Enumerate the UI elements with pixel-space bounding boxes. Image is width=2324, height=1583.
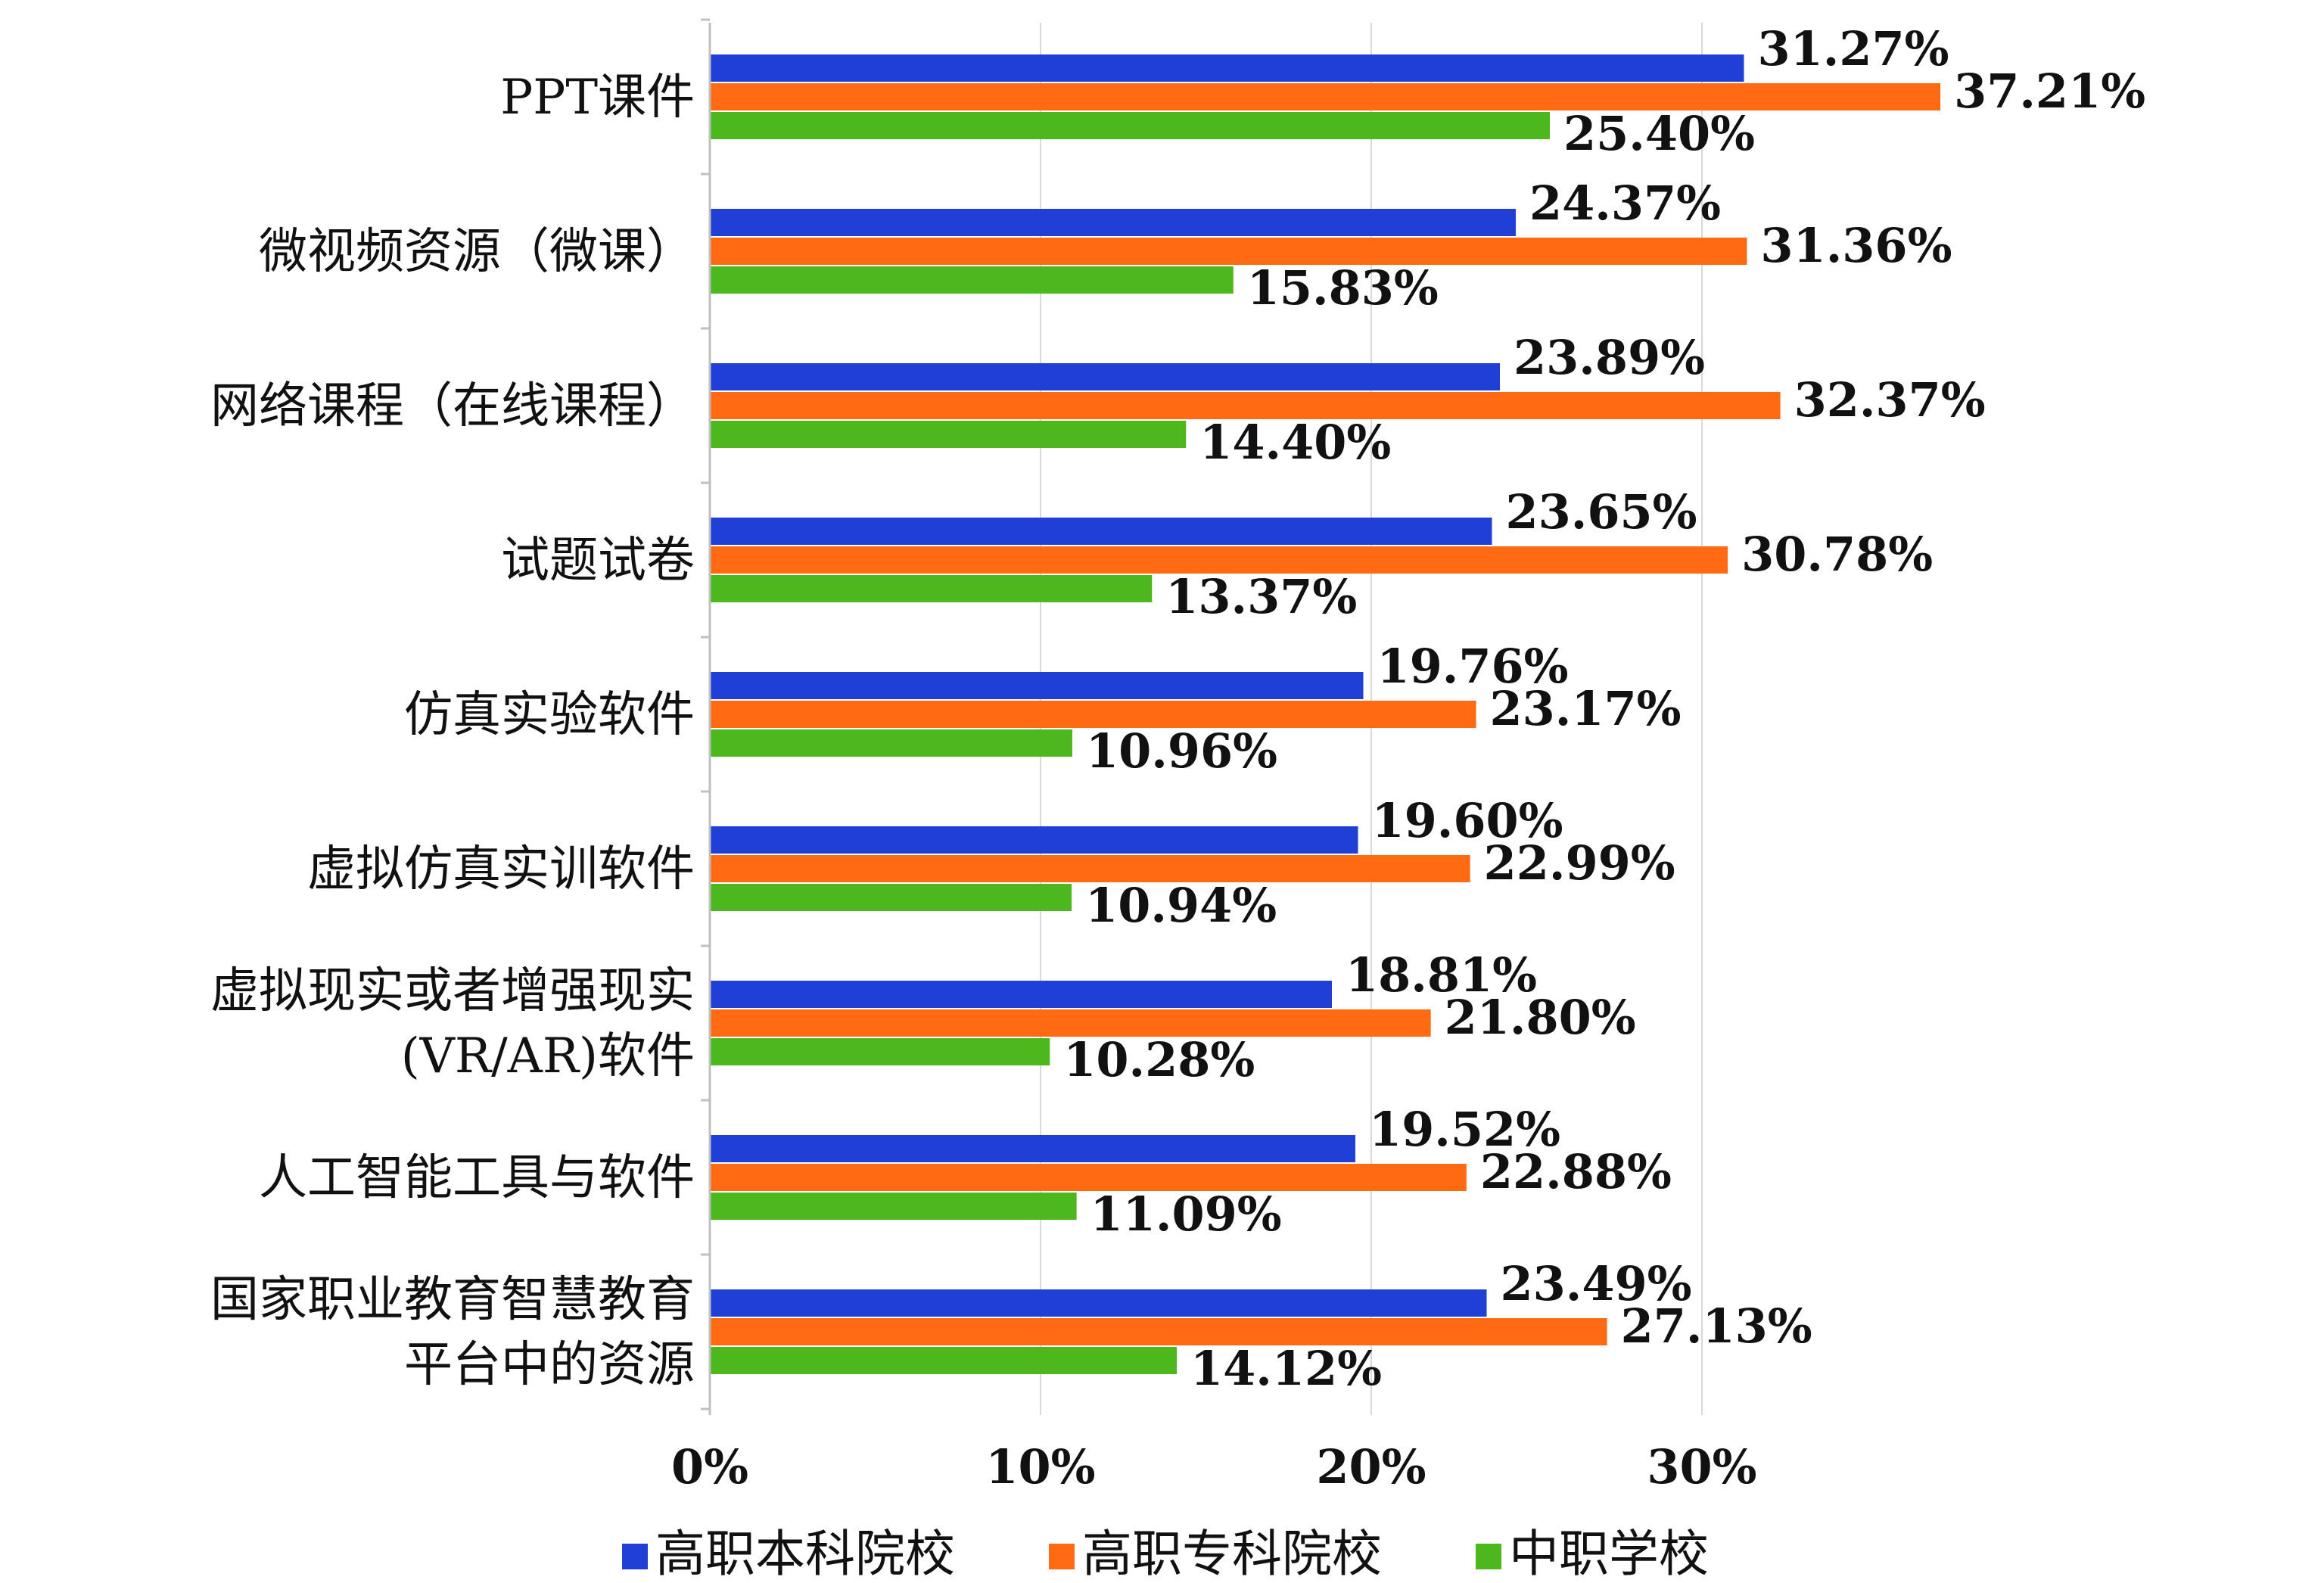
data-labels: 31.27% 24.37% 23.89% 23.65% 19.76% 19.60% 18.8…: [1063, 21, 2145, 1396]
data-label: 27.13%: [1621, 1298, 1812, 1354]
category-label: 仿真实验软件: [404, 687, 695, 743]
bar-3: [710, 1193, 1077, 1220]
legend-label: 高职本科院校: [655, 1525, 955, 1583]
bar-1: [710, 826, 1358, 854]
x-tick-label: 10%: [985, 1439, 1095, 1494]
bar-1: [710, 209, 1516, 236]
bar-2: [710, 855, 1470, 882]
category-label: 试题试卷: [501, 533, 695, 589]
data-label: 21.80%: [1445, 990, 1636, 1045]
data-label: 22.99%: [1484, 835, 1675, 891]
bar-3: [710, 421, 1187, 448]
data-label: 14.12%: [1190, 1341, 1382, 1396]
data-label: 19.60%: [1372, 793, 1563, 848]
bar-2: [710, 83, 1941, 110]
category-label: PPT课件: [500, 70, 695, 126]
data-label: 23.49%: [1501, 1256, 1692, 1311]
data-label: 22.88%: [1480, 1144, 1672, 1199]
data-label: 23.65%: [1506, 484, 1697, 540]
y-axis: [701, 18, 711, 1415]
data-label: 31.27%: [1757, 21, 1949, 76]
bar-3: [710, 729, 1072, 757]
bar-2: [710, 238, 1747, 265]
legend-label: 中职学校: [1509, 1525, 1709, 1583]
data-label: 31.36%: [1760, 218, 1952, 273]
data-label: 10.96%: [1086, 723, 1277, 779]
legend-swatch: [622, 1544, 648, 1569]
category-label: 虚拟仿真实训软件: [307, 841, 695, 897]
data-label: 14.40%: [1199, 415, 1391, 470]
category-label: 国家职业教育智慧教育: [210, 1272, 695, 1328]
data-label: 23.89%: [1514, 330, 1705, 385]
category-label: 平台中的资源: [404, 1337, 695, 1393]
bar-2: [710, 546, 1728, 574]
data-label: 25.40%: [1563, 106, 1755, 161]
legend-swatch: [1476, 1544, 1501, 1569]
data-label: 10.94%: [1085, 878, 1277, 933]
bar-3: [710, 575, 1153, 602]
bar-3: [710, 884, 1072, 911]
data-label: 30.78%: [1741, 527, 1933, 582]
legend-swatch: [1049, 1544, 1075, 1569]
category-label: 虚拟现实或者增强现实: [210, 963, 695, 1019]
category-label: (VR/AR)软件: [401, 1028, 695, 1084]
bar-3: [710, 1038, 1050, 1065]
x-tick-label: 30%: [1647, 1439, 1756, 1494]
data-label: 24.37%: [1529, 176, 1721, 231]
data-label: 23.17%: [1490, 681, 1682, 736]
category-label: 人工智能工具与软件: [259, 1150, 695, 1206]
bar-3: [710, 112, 1550, 139]
data-label: 11.09%: [1090, 1186, 1282, 1242]
bar-1: [710, 1135, 1356, 1162]
data-label: 18.81%: [1346, 947, 1537, 1003]
category-label: 网络课程（在线课程）: [210, 378, 695, 434]
bar-1: [710, 1289, 1487, 1317]
x-tick-label: 0%: [671, 1439, 748, 1494]
legend-label: 高职专科院校: [1082, 1525, 1382, 1583]
bar-2: [710, 1318, 1607, 1345]
data-label: 37.21%: [1954, 64, 2145, 119]
bar-2: [710, 392, 1781, 419]
bar-1: [710, 672, 1364, 699]
data-label: 19.76%: [1377, 639, 1569, 694]
data-label: 13.37%: [1165, 569, 1357, 624]
legend: 高职本科院校 高职专科院校 中职学校: [622, 1525, 1709, 1583]
data-label: 19.52%: [1369, 1102, 1560, 1157]
bar-1: [710, 54, 1744, 82]
x-tick-labels: 0% 10% 20% 30%: [671, 1439, 1757, 1494]
bars: [710, 54, 1941, 1374]
bar-3: [710, 1347, 1178, 1374]
bar-2: [710, 1164, 1467, 1191]
bar-1: [710, 518, 1492, 545]
bar-1: [710, 981, 1332, 1008]
bar-3: [710, 266, 1234, 294]
bar-1: [710, 363, 1500, 390]
data-label: 15.83%: [1247, 260, 1439, 316]
bar-2: [710, 701, 1476, 728]
x-tick-label: 20%: [1316, 1439, 1426, 1494]
data-label: 32.37%: [1794, 372, 1986, 428]
bar-2: [710, 1009, 1431, 1037]
data-label: 10.28%: [1063, 1032, 1255, 1087]
category-label: 微视频资源（微课）: [259, 224, 695, 280]
